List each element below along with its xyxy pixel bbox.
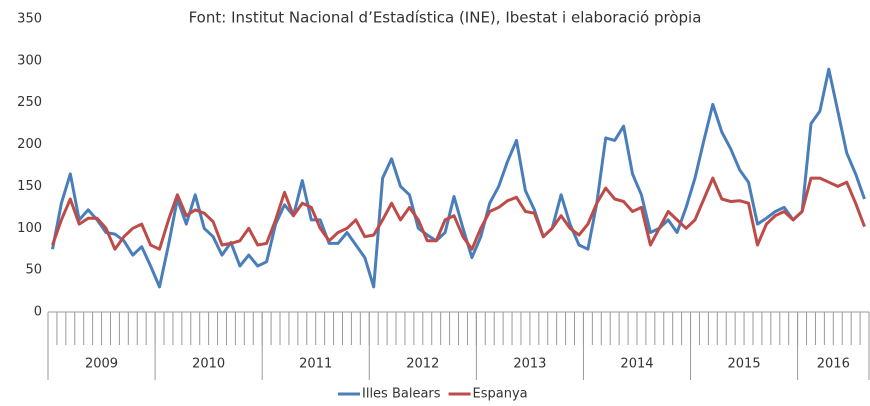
year-label: 2010 <box>192 357 225 372</box>
legend-label: Espanya <box>473 387 528 402</box>
series-line <box>51 67 866 289</box>
y-tick-label: 50 <box>25 263 42 278</box>
year-label: 2015 <box>728 357 761 372</box>
y-tick-label: 300 <box>17 53 42 68</box>
year-label: 2013 <box>513 357 546 372</box>
y-tick-label: 250 <box>17 95 42 110</box>
year-label: 2012 <box>406 357 439 372</box>
y-tick-label: 150 <box>17 179 42 194</box>
series-line <box>51 176 866 251</box>
chart-title: Font: Institut Nacional d’Estadística (I… <box>189 9 702 27</box>
year-label: 2009 <box>85 357 118 372</box>
year-label: 2011 <box>299 357 332 372</box>
y-tick-label: 0 <box>34 305 42 320</box>
legend-label: Illes Balears <box>362 387 441 402</box>
y-tick-label: 350 <box>17 12 42 27</box>
year-label: 2014 <box>620 357 653 372</box>
y-tick-label: 100 <box>17 221 42 236</box>
y-tick-label: 200 <box>17 137 42 152</box>
year-label: 2016 <box>817 357 850 372</box>
